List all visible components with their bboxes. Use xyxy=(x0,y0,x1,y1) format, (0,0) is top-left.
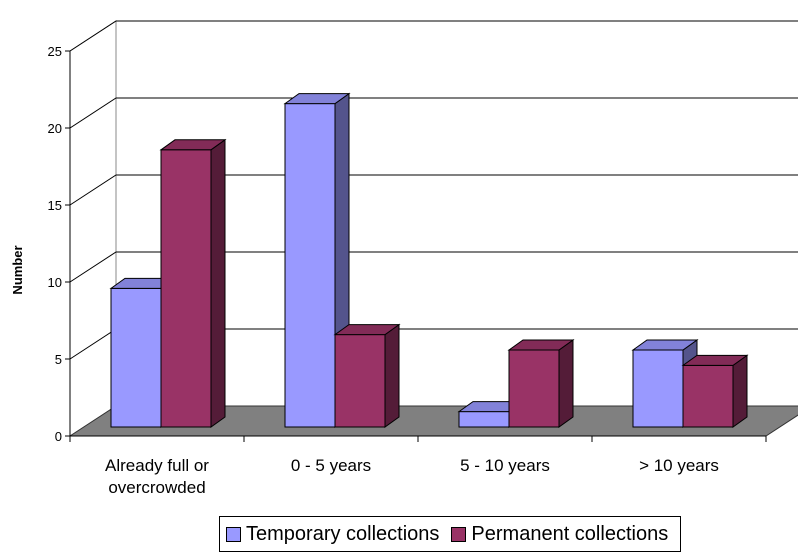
bar-side xyxy=(558,339,574,428)
y-tick-label: 0 xyxy=(55,429,62,444)
x-category-label: 5 - 10 years xyxy=(460,456,550,475)
y-axis-label: Number xyxy=(10,245,25,294)
bar xyxy=(632,349,684,428)
y-tick-label: 20 xyxy=(48,121,62,136)
legend-item-temporary: Temporary collections xyxy=(226,523,439,546)
bars xyxy=(109,92,749,428)
legend-swatch-temporary xyxy=(226,526,241,542)
legend-swatch-permanent xyxy=(451,526,467,542)
y-tick-label: 15 xyxy=(48,198,62,213)
gridline xyxy=(69,20,798,52)
bar-side xyxy=(384,323,400,428)
legend-label-permanent: Permanent collections xyxy=(471,522,669,545)
gridline xyxy=(69,97,798,129)
bar-top xyxy=(681,354,749,366)
bar-side xyxy=(210,138,226,428)
bar-top xyxy=(333,324,401,336)
bar-top xyxy=(283,93,351,105)
x-tick-labels: Already full or overcrowded 0 - 5 years 5 -… xyxy=(105,456,719,497)
y-tick-labels: 0 5 10 15 20 25 xyxy=(48,44,62,444)
side-wall xyxy=(69,20,117,437)
y-tick-label: 5 xyxy=(55,352,62,367)
bar xyxy=(334,334,386,428)
x-category-label: Already full or xyxy=(105,456,209,475)
x-category-label: overcrowded xyxy=(108,478,205,497)
y-tick-label: 25 xyxy=(48,44,62,59)
bar xyxy=(508,349,560,428)
axes xyxy=(65,50,767,442)
gridline xyxy=(69,174,798,206)
bar-top xyxy=(159,139,227,151)
bar-top xyxy=(631,339,699,351)
x-category-label: > 10 years xyxy=(639,456,719,475)
bar xyxy=(458,411,510,428)
bar xyxy=(284,103,336,428)
bar-top xyxy=(507,339,575,351)
bar xyxy=(110,287,162,428)
bar xyxy=(160,149,212,428)
y-tick-label: 10 xyxy=(48,275,62,290)
bar xyxy=(682,364,734,428)
gridline xyxy=(69,251,798,283)
legend-item-permanent: Permanent collections xyxy=(451,523,668,546)
bar-side xyxy=(732,354,748,428)
x-category-label: 0 - 5 years xyxy=(291,456,371,475)
legend-label-temporary: Temporary collections xyxy=(246,522,440,545)
